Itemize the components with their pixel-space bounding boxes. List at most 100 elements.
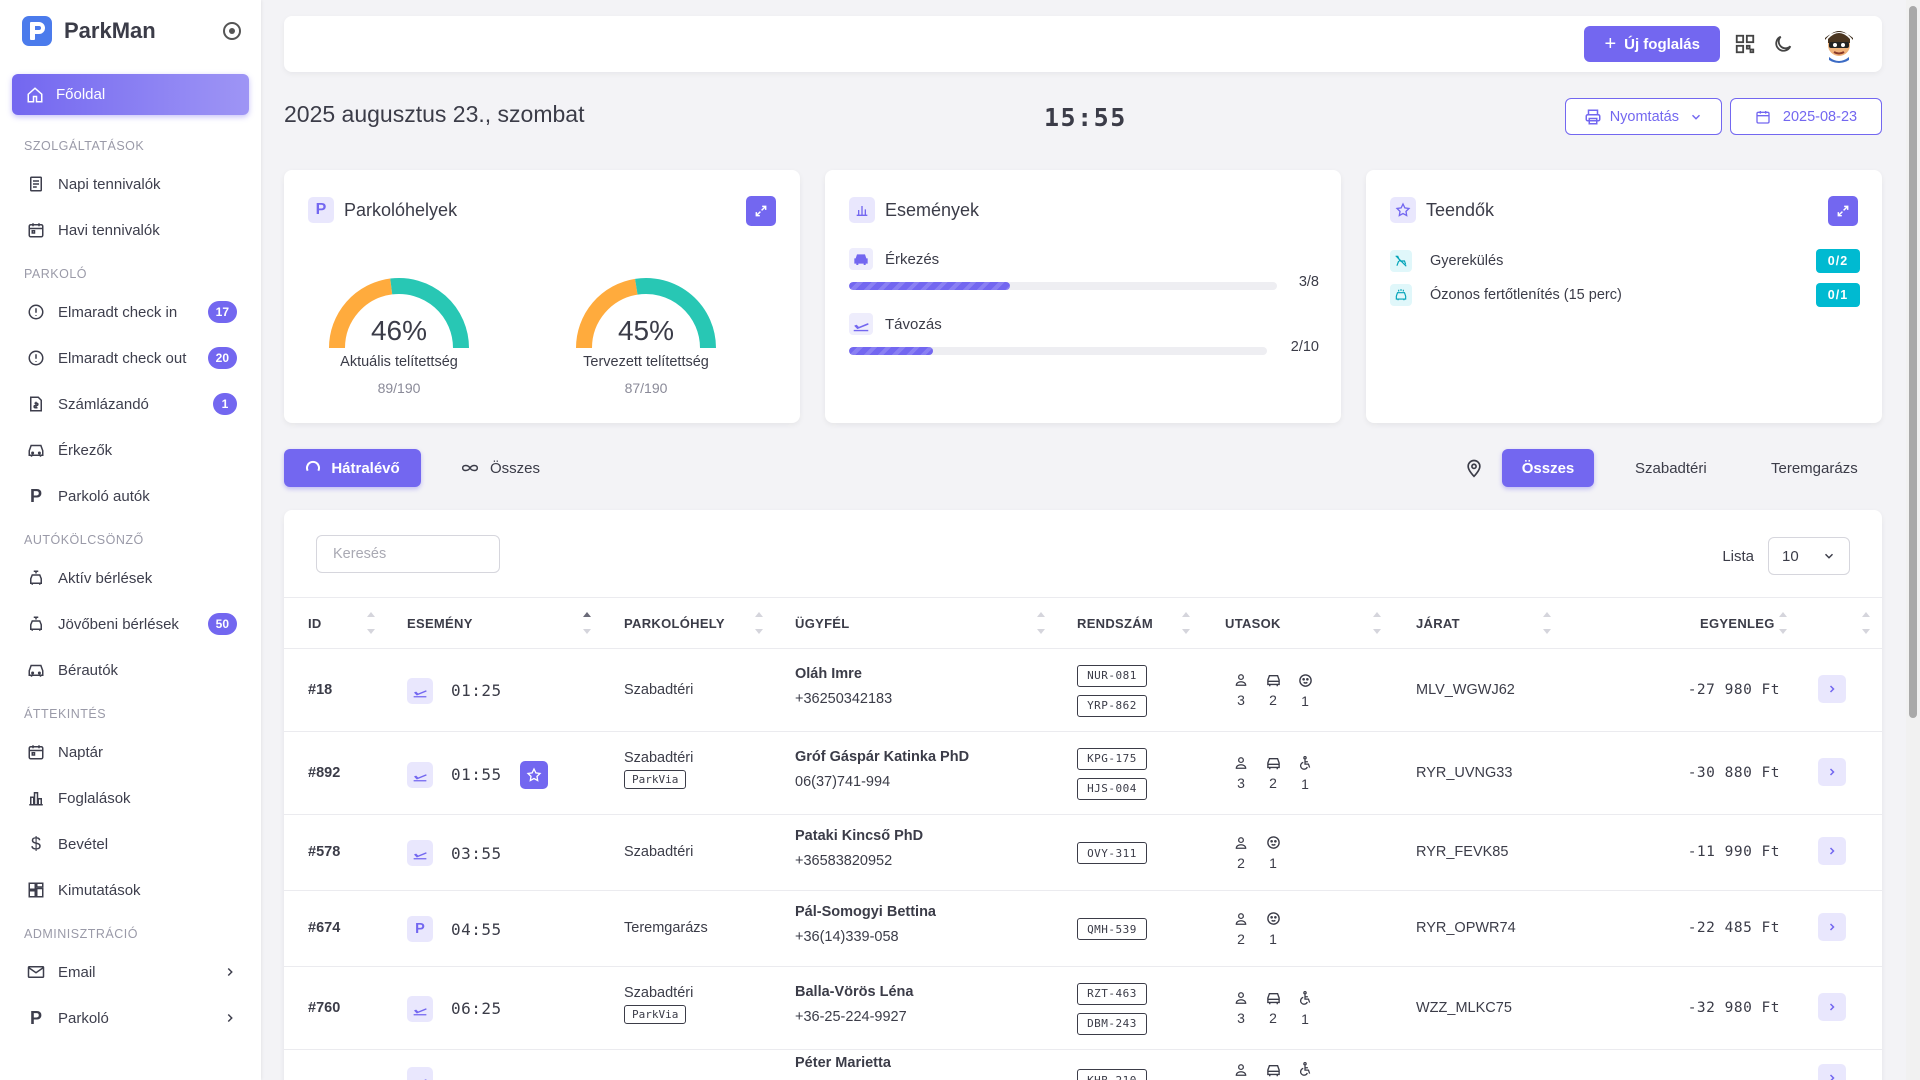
sidebar-item-label: Parkoló	[58, 1009, 109, 1027]
sort-icon[interactable]	[366, 610, 376, 636]
table-row[interactable]: Péter Marietta KHB-210	[284, 1050, 1882, 1080]
row-details-button[interactable]	[1818, 1064, 1846, 1080]
location-garage-button[interactable]: Teremgarázs	[1771, 449, 1858, 487]
table-row[interactable]: #892 01:55 Szabadtéri ParkVia Gróf Gáspá…	[284, 732, 1882, 815]
sort-icon[interactable]	[1036, 610, 1046, 636]
star-icon[interactable]	[519, 760, 548, 789]
alert-circle-icon	[26, 348, 46, 368]
row-details-button[interactable]	[1818, 913, 1846, 941]
event-time: 01:25	[451, 681, 502, 700]
license-plate: OVY-311	[1077, 842, 1147, 864]
sort-icon[interactable]	[582, 610, 592, 636]
sidebar-item[interactable]: Jövőbeni bérlések 50	[0, 601, 261, 647]
sidebar-item[interactable]: Aktív bérlések	[0, 555, 261, 601]
sidebar-item[interactable]: $ Bevétel	[0, 821, 261, 867]
column-header-plate[interactable]: RENDSZÁM	[1077, 615, 1154, 631]
parking-place: Szabadtéri	[624, 984, 694, 1001]
sidebar-item[interactable]: Email	[0, 949, 261, 995]
person-icon	[1234, 756, 1248, 775]
sort-icon[interactable]	[1861, 610, 1871, 636]
date-picker-button[interactable]: 2025-08-23	[1730, 98, 1882, 135]
todo-item[interactable]: Gyerekülés 0/2	[1390, 248, 1860, 274]
row-details-button[interactable]	[1818, 837, 1846, 865]
table-row[interactable]: #760 06:25 Szabadtéri ParkVia Balla-Vörö…	[284, 967, 1882, 1050]
sidebar-item[interactable]: Érkezők	[0, 427, 261, 473]
row-details-button[interactable]	[1818, 757, 1846, 786]
sidebar-item[interactable]: Számlázandó 1	[0, 381, 261, 427]
event-cell: 03:55	[407, 840, 502, 866]
flight-number: MLV_WGWJ62	[1416, 681, 1515, 698]
expand-button[interactable]	[746, 196, 776, 226]
row-details-button[interactable]	[1818, 674, 1846, 703]
column-header-flight[interactable]: JÁRAT	[1416, 615, 1460, 631]
user-avatar[interactable]	[1820, 25, 1858, 63]
passenger-count	[1257, 1063, 1289, 1080]
todo-label: Ózonos fertőtlenítés (15 perc)	[1430, 287, 1622, 303]
baby-icon	[1298, 673, 1313, 693]
sort-icon[interactable]	[1778, 610, 1788, 636]
date-picker-value: 2025-08-23	[1782, 108, 1858, 125]
expand-button[interactable]	[1828, 196, 1858, 226]
location-all-button[interactable]: Összes	[1502, 449, 1594, 487]
scrollbar-thumb[interactable]	[1909, 6, 1917, 718]
table-row[interactable]: #18 01:25 Szabadtéri Oláh Imre +36250342…	[284, 649, 1882, 732]
filter-all-button[interactable]: Összes	[460, 449, 540, 487]
chevron-right-icon	[1829, 1002, 1835, 1011]
sidebar-item[interactable]: Kimutatások	[0, 867, 261, 913]
column-header-passengers[interactable]: UTASOK	[1225, 615, 1281, 631]
row-details-button[interactable]	[1818, 992, 1846, 1021]
table-row[interactable]: #674 P 04:55 Teremgarázs Pál-Somogyi Bet…	[284, 891, 1882, 967]
license-plate: DBM-243	[1077, 1012, 1147, 1035]
flight-number: RYR_FEVK85	[1416, 844, 1509, 860]
column-header-event[interactable]: ESEMÉNY	[407, 615, 473, 631]
sidebar-item[interactable]: Elmaradt check in 17	[0, 289, 261, 335]
column-header-client[interactable]: ÜGYFÉL	[795, 615, 850, 631]
nav-item-home[interactable]: Főoldal	[12, 74, 249, 115]
print-dropdown-button[interactable]: Nyomtatás	[1564, 98, 1722, 135]
table-row[interactable]: #578 03:55 Szabadtéri Pataki Kincső PhD …	[284, 815, 1882, 891]
sidebar-item[interactable]: Bérautók	[0, 647, 261, 693]
sidebar-toggle-icon[interactable]	[223, 22, 241, 40]
passenger-count-value: 1	[1269, 855, 1277, 871]
chevron-down-icon	[1691, 114, 1701, 120]
nav-section-title: AUTÓKÖLCSÖNZŐ	[24, 533, 144, 547]
car-key-icon	[26, 568, 46, 588]
sort-icon[interactable]	[1181, 610, 1191, 636]
printer-icon	[1585, 109, 1601, 124]
filter-remaining-button[interactable]: Hátralévő	[284, 449, 421, 487]
passenger-count-value: 1	[1301, 775, 1309, 792]
plate-cell: RZT-463 DBM-243	[1077, 982, 1147, 1035]
new-booking-button[interactable]: + Új foglalás	[1584, 26, 1720, 62]
sort-icon[interactable]	[1542, 610, 1552, 636]
filter-all-label: Összes	[490, 459, 541, 477]
qr-code-icon[interactable]	[1734, 33, 1756, 55]
sidebar-item[interactable]: P Parkoló autók	[0, 473, 261, 519]
sidebar-item[interactable]: Havi tennivalók	[0, 207, 261, 253]
column-header-place[interactable]: PARKOLÓHELY	[624, 615, 725, 631]
sidebar-item[interactable]: Elmaradt check out 20	[0, 335, 261, 381]
sidebar-item[interactable]: P Parkoló	[0, 995, 261, 1041]
moon-icon[interactable]	[1772, 33, 1794, 55]
chevron-right-icon	[1829, 923, 1835, 931]
brand: ParkMan	[0, 0, 261, 62]
page-size-select[interactable]: 10	[1768, 537, 1850, 575]
gauge-current: 46% Aktuális telítettség 89/190	[319, 270, 479, 396]
parking-icon: P	[29, 1007, 42, 1028]
sidebar-item[interactable]: Foglalások	[0, 775, 261, 821]
parking-icon: P	[308, 197, 334, 223]
column-header-balance[interactable]: EGYENLEG	[1700, 615, 1775, 631]
plate-cell: QMH-539	[1077, 918, 1147, 940]
page-scrollbar[interactable]	[1906, 0, 1920, 1080]
car-icon	[1266, 1063, 1281, 1080]
todo-item[interactable]: Ózonos fertőtlenítés (15 perc) 0/1	[1390, 282, 1860, 308]
sort-icon[interactable]	[1372, 610, 1382, 636]
search-input[interactable]	[316, 535, 500, 573]
todo-count-badge: 0/1	[1816, 283, 1860, 307]
sort-icon[interactable]	[754, 610, 764, 636]
plus-icon: +	[1604, 32, 1617, 55]
passenger-count: 2	[1225, 836, 1257, 871]
sidebar-item[interactable]: Napi tennivalók	[0, 161, 261, 207]
column-header-id[interactable]: ID	[308, 615, 322, 631]
sidebar-item[interactable]: Naptár	[0, 729, 261, 775]
location-outdoor-button[interactable]: Szabadtéri	[1635, 449, 1707, 487]
